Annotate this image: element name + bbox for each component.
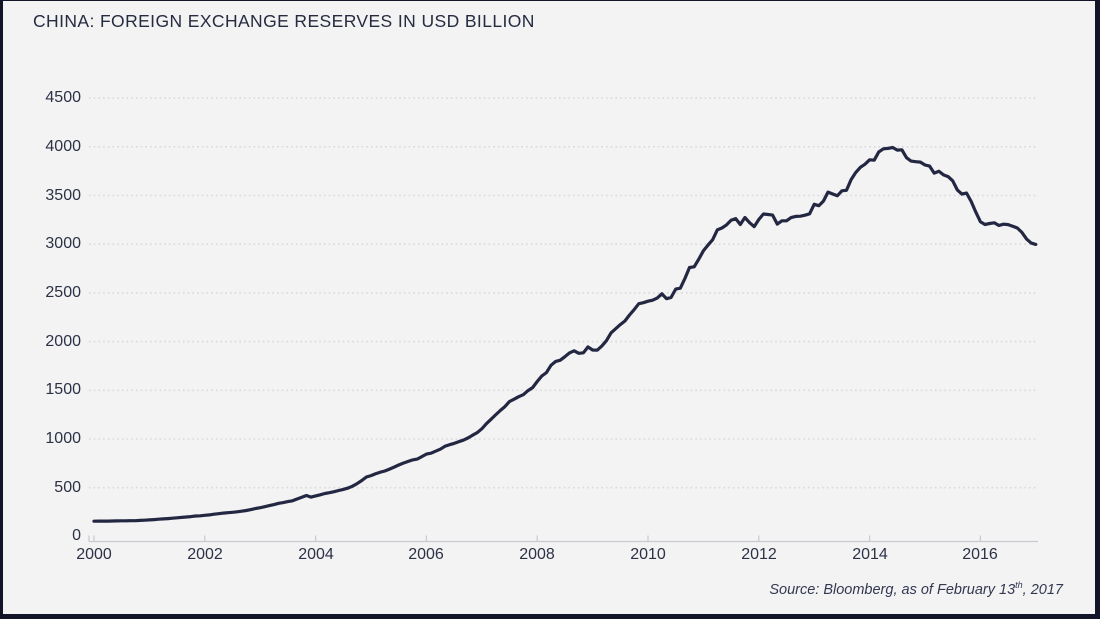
x-axis-label: 2016 [962,546,998,563]
source-text-suffix: , 2017 [1022,582,1063,598]
x-axis-label: 2004 [298,546,334,563]
y-axis-label: 3000 [45,235,81,252]
y-axis-label: 500 [54,479,81,496]
y-axis-label: 2000 [45,333,81,350]
source-text: Source: Bloomberg, as of February 13 [769,582,1016,598]
line-chart-plot-area [88,97,1038,543]
y-axis-label: 4000 [45,138,81,155]
y-axis-label: 1000 [45,430,81,447]
y-axis-label: 3500 [45,187,81,204]
chart-title: CHINA: FOREIGN EXCHANGE RESERVES IN USD … [33,11,535,31]
y-axis-label: 4500 [45,89,81,106]
data-line-fx-reserves [92,145,1038,523]
x-axis-label: 2012 [741,546,777,563]
y-axis-label: 1500 [45,381,81,398]
source-attribution: Source: Bloomberg, as of February 13th, … [769,580,1063,598]
y-axis-label: 2500 [45,284,81,301]
y-axis-label: 0 [72,527,81,544]
x-axis-label: 2002 [187,546,223,563]
x-axis-label: 2006 [408,546,444,563]
source-superscript: th [1015,580,1023,591]
x-axis-label: 2000 [76,546,112,563]
x-axis-label: 2010 [630,546,666,563]
x-axis-label: 2014 [852,546,888,563]
x-axis-label: 2008 [519,546,555,563]
